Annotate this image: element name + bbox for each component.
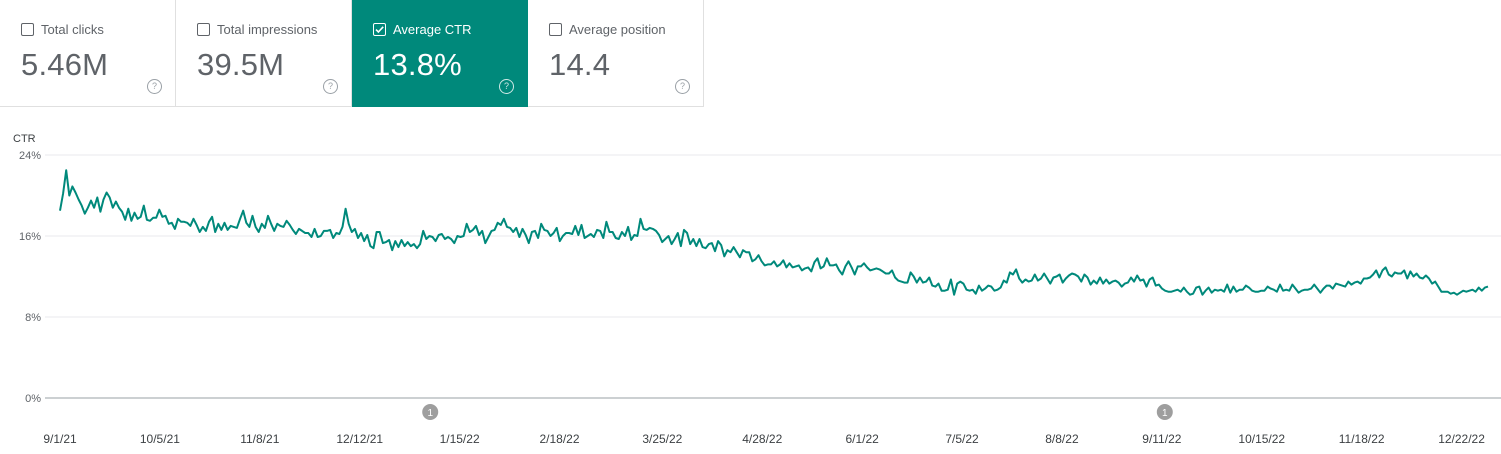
x-tick-label: 8/8/22 — [1045, 432, 1079, 446]
metric-card-total-clicks[interactable]: Total clicks 5.46M ? — [0, 0, 176, 107]
metric-card-average-position[interactable]: Average position 14.4 ? — [528, 0, 704, 107]
x-tick-label: 6/1/22 — [845, 432, 879, 446]
annotation-label: 1 — [427, 408, 433, 419]
metric-label: Total impressions — [217, 22, 318, 37]
checkbox-unchecked-icon[interactable] — [197, 23, 210, 36]
x-tick-label: 10/5/21 — [140, 432, 180, 446]
y-tick-label: 8% — [25, 312, 41, 324]
y-axis-label: CTR — [13, 133, 36, 145]
y-tick-label: 16% — [19, 231, 41, 243]
metric-label: Average position — [569, 22, 666, 37]
x-tick-label: 9/11/22 — [1142, 432, 1181, 446]
metric-label: Total clicks — [41, 22, 104, 37]
y-tick-label: 24% — [19, 150, 41, 162]
metric-cards: Total clicks 5.46M ? Total impressions 3… — [0, 0, 704, 107]
annotation-circle — [422, 404, 439, 420]
y-tick-label: 0% — [25, 393, 41, 405]
x-tick-label: 12/22/22 — [1438, 432, 1485, 446]
help-icon[interactable]: ? — [675, 79, 690, 94]
x-tick-label: 7/5/22 — [945, 432, 979, 446]
ctr-series-line — [59, 169, 1489, 296]
y-axis-ticks: 24% 16% 8% 0% — [19, 150, 41, 405]
metric-value: 13.8% — [373, 47, 462, 82]
metric-card-total-impressions[interactable]: Total impressions 39.5M ? — [176, 0, 352, 107]
annotation-label: 1 — [1162, 408, 1168, 419]
x-tick-label: 12/12/21 — [336, 432, 383, 446]
x-tick-label: 1/15/22 — [440, 432, 480, 446]
x-tick-label: 9/1/21 — [43, 432, 77, 446]
metric-label: Average CTR — [393, 22, 472, 37]
ctr-line-chart: CTR 24% 16% 8% 0% 9/1/21 10/5/21 11/8/21 12/12… — [13, 133, 1501, 446]
x-tick-label: 2/18/22 — [539, 432, 579, 446]
checkbox-unchecked-icon[interactable] — [21, 23, 34, 36]
checkbox-unchecked-icon[interactable] — [549, 23, 562, 36]
x-tick-label: 11/8/21 — [240, 432, 279, 446]
gridlines — [45, 154, 1501, 399]
x-tick-label: 11/18/22 — [1339, 432, 1385, 446]
x-tick-label: 3/25/22 — [642, 432, 682, 446]
metric-card-average-ctr[interactable]: Average CTR 13.8% ? — [352, 0, 528, 107]
annotation-circle — [1156, 404, 1173, 420]
metric-value: 5.46M — [21, 47, 109, 82]
checkbox-checked-icon[interactable] — [373, 23, 386, 36]
help-icon[interactable]: ? — [147, 79, 162, 94]
annotation-marker[interactable]: 1 — [1156, 404, 1173, 420]
series-lines — [59, 169, 1489, 296]
x-axis-ticks: 9/1/21 10/5/21 11/8/21 12/12/21 1/15/22 2/18/… — [43, 432, 1485, 446]
x-tick-label: 4/28/22 — [742, 432, 782, 446]
annotation-marker[interactable]: 1 — [422, 404, 439, 420]
metric-value: 39.5M — [197, 47, 285, 82]
x-tick-label: 10/15/22 — [1238, 432, 1285, 446]
help-icon[interactable]: ? — [499, 79, 514, 94]
help-icon[interactable]: ? — [323, 79, 338, 94]
metric-value: 14.4 — [549, 47, 611, 82]
